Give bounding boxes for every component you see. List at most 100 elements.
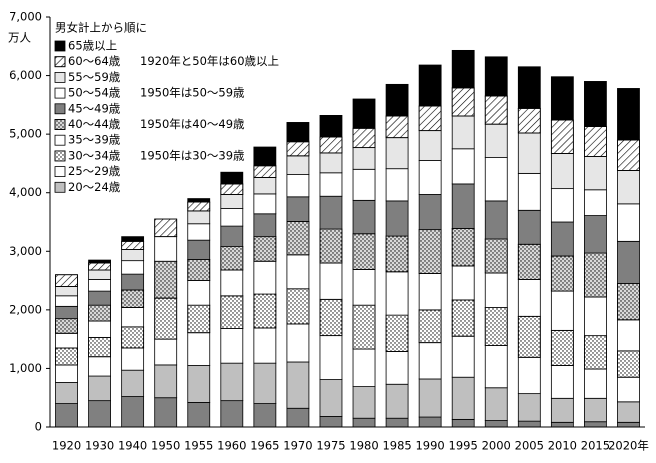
annotation: 1950年は30～39歳	[140, 148, 245, 162]
bar-segment	[55, 403, 78, 428]
bar-segment	[121, 347, 145, 371]
y-tick-label: 5,000	[9, 127, 42, 141]
bar-segment	[154, 364, 178, 399]
x-tick-label: 2020年	[608, 439, 649, 453]
bar-pattern	[187, 259, 211, 281]
bar-pattern	[88, 262, 111, 271]
y-unit: 万人	[8, 31, 31, 45]
bar-pattern	[385, 115, 409, 139]
bar-segment	[220, 328, 244, 364]
bar-segment	[352, 147, 376, 170]
bar-segment	[187, 365, 211, 403]
bar-segment	[319, 262, 343, 300]
bar-pattern	[550, 119, 574, 154]
bar-segment	[517, 356, 541, 395]
legend-swatch-pattern	[54, 119, 66, 130]
x-tick-label: 1965	[250, 439, 279, 453]
bar-segment	[584, 189, 607, 216]
legend-label: 60～64歳	[68, 54, 121, 68]
bar-segment	[220, 269, 244, 297]
y-tick-label: 4,000	[9, 185, 42, 199]
legend-label: 40～44歳	[68, 117, 121, 131]
bar-segment	[121, 369, 145, 397]
x-tick-label: 2005	[515, 439, 544, 453]
bar-segment	[517, 172, 541, 211]
bar-pattern	[253, 165, 277, 178]
bar-segment	[484, 157, 508, 202]
bar-pattern	[584, 335, 607, 370]
x-tick-label: 1940	[118, 439, 147, 453]
bar-segment	[451, 148, 475, 185]
bar-segment	[220, 362, 244, 402]
legend-swatch	[54, 87, 66, 99]
bar-segment	[187, 223, 211, 241]
y-tick-label: 3,000	[9, 244, 42, 258]
legend-swatch	[54, 166, 66, 178]
bar-segment	[617, 401, 640, 423]
bar-pattern	[286, 288, 310, 325]
bar-segment	[484, 387, 508, 421]
bar-pattern	[385, 235, 409, 273]
bar-segment	[550, 365, 574, 399]
bar-segment	[451, 49, 475, 89]
bar-pattern	[253, 236, 277, 262]
bar-segment	[253, 213, 277, 238]
bar-segment	[121, 236, 145, 242]
bar-segment	[88, 320, 111, 338]
bar-segment	[286, 361, 310, 409]
bar-segment	[253, 146, 277, 167]
legend-label: 25～29歳	[68, 164, 121, 178]
bar-segment	[451, 376, 475, 420]
bar-segment	[385, 417, 409, 428]
bar-segment	[484, 200, 508, 240]
bar-segment	[220, 194, 244, 209]
bar-segment	[352, 386, 376, 419]
bar-segment	[352, 168, 376, 201]
bar-pattern	[517, 107, 541, 134]
bar-segment	[319, 335, 343, 380]
bar-segment	[319, 416, 343, 428]
legend-label: 45～49歳	[68, 101, 121, 115]
annotation: 1920年と50年は60歳以上	[140, 54, 279, 68]
bar-segment	[451, 265, 475, 301]
legend-label: 55～59歳	[68, 70, 121, 84]
bar-segment	[352, 98, 376, 129]
bar-segment	[88, 269, 111, 280]
bar-pattern	[121, 326, 145, 349]
bar-segment	[187, 239, 211, 260]
bar-segment	[154, 338, 178, 366]
bar-segment	[484, 56, 508, 97]
bar-segment	[584, 296, 607, 337]
bar-segment	[517, 278, 541, 317]
legend-label: 50～54歳	[68, 86, 121, 100]
bar-segment	[286, 196, 310, 222]
bar-pattern	[484, 238, 508, 274]
bar-pattern	[154, 297, 178, 340]
bar-segment	[617, 203, 640, 242]
bar-pattern	[484, 307, 508, 346]
bar-segment	[584, 81, 607, 127]
bar-segment	[550, 76, 574, 121]
bar-segment	[617, 88, 640, 141]
bar-segment	[253, 193, 277, 215]
bar-pattern	[121, 289, 145, 308]
legend-swatch	[54, 72, 66, 83]
x-tick-label: 1970	[283, 439, 312, 453]
bar-segment	[517, 209, 541, 245]
bar-segment	[517, 66, 541, 109]
bar-segment	[584, 397, 607, 423]
x-tick-label: 1995	[449, 439, 478, 453]
y-tick-label: 0	[35, 420, 42, 434]
bar-segment	[55, 364, 78, 383]
bar-segment	[550, 188, 574, 223]
bar-segment	[55, 305, 78, 320]
bar-segment	[121, 273, 145, 291]
bar-segment	[187, 401, 211, 428]
bar-segment	[121, 396, 145, 428]
bar-pattern	[220, 295, 244, 329]
bar-segment	[286, 174, 310, 198]
bar-pattern	[352, 304, 376, 350]
bar-segment	[352, 199, 376, 235]
bar-pattern	[617, 350, 640, 378]
bar-segment	[584, 215, 607, 254]
